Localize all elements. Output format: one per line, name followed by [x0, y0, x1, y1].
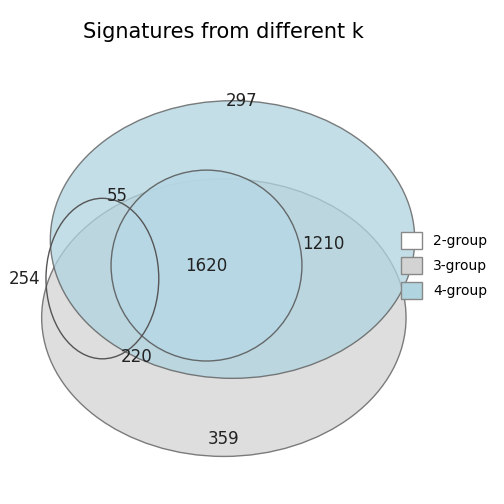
Text: 220: 220 [121, 348, 153, 366]
Text: 254: 254 [9, 270, 40, 288]
Text: 359: 359 [208, 430, 240, 448]
Text: 1210: 1210 [302, 235, 345, 253]
Legend: 2-group, 3-group, 4-group: 2-group, 3-group, 4-group [396, 226, 493, 305]
Text: 297: 297 [225, 92, 257, 110]
Text: 1620: 1620 [185, 257, 228, 275]
Text: 55: 55 [107, 187, 128, 205]
Ellipse shape [111, 170, 302, 361]
Ellipse shape [42, 179, 406, 457]
Ellipse shape [50, 101, 415, 379]
Title: Signatures from different k: Signatures from different k [84, 22, 364, 41]
